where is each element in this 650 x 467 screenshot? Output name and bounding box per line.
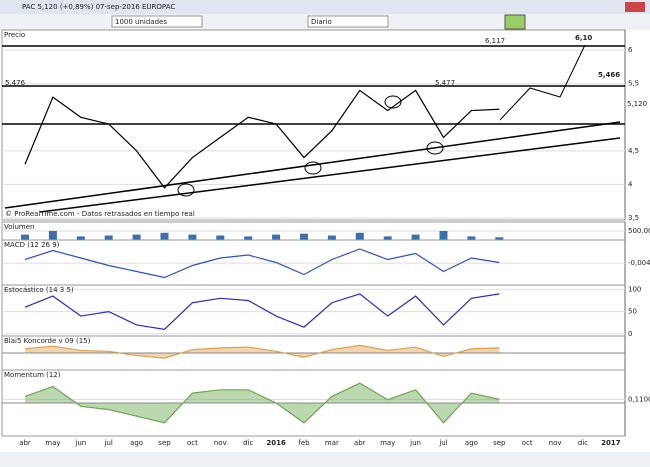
panel-title: Estocástico (14 3 5)	[4, 286, 74, 294]
panel-title: Precio	[4, 31, 25, 39]
trend-line	[4, 121, 621, 209]
x-tick-label: dic	[578, 439, 588, 447]
panel-title: MACD (12 26 9)	[4, 241, 60, 249]
x-tick-label: may	[380, 439, 395, 447]
status-bar	[0, 452, 650, 467]
x-tick-label: nov	[549, 439, 562, 447]
x-tick-label: abr	[19, 439, 31, 447]
series-line	[24, 382, 500, 424]
y-tick-label: 0,1100	[628, 395, 650, 403]
x-tick-label: 2017	[601, 439, 621, 447]
y-tick-label: 5,5	[628, 80, 639, 88]
volume-bar	[188, 234, 197, 240]
y-tick-label: 0	[628, 330, 632, 338]
x-tick-label: sep	[158, 439, 171, 447]
x-tick-label: mar	[325, 439, 339, 447]
panel-title: Blai5 Koncorde v 09 (15)	[4, 337, 91, 345]
y-tick-label: 4,5	[628, 147, 639, 155]
series-line	[24, 344, 500, 359]
volume-bar	[383, 236, 392, 240]
volume-bar	[411, 234, 420, 240]
chart-type-button[interactable]	[504, 14, 526, 30]
units-label: 1000 unidades	[115, 18, 167, 26]
y-tick-label: 3,5	[628, 214, 639, 222]
highlight-circle	[304, 161, 322, 175]
volume-bar	[104, 235, 113, 240]
y-tick-label: 6	[628, 46, 633, 54]
volume-bar	[355, 232, 364, 240]
annotation: 5,120	[627, 100, 647, 108]
volume-bar	[495, 237, 504, 240]
panel	[1, 29, 626, 221]
volume-bar	[48, 231, 57, 240]
highlight-circle	[177, 183, 195, 197]
volume-bar	[439, 231, 448, 240]
annotation: 6,10	[575, 34, 592, 42]
x-tick-label: jun	[409, 439, 421, 447]
x-tick-label: jul	[438, 439, 447, 447]
panel	[1, 284, 626, 337]
annotation: 5,466	[598, 71, 620, 79]
volume-bar	[160, 232, 169, 240]
highlight-circle	[384, 95, 402, 109]
volume-bar	[300, 233, 308, 240]
series-line	[24, 89, 500, 189]
close-button[interactable]	[625, 2, 645, 12]
x-tick-label: oct	[522, 439, 533, 447]
annotation: © ProRealTime.com - Datos retrasados en …	[5, 210, 195, 218]
panel	[1, 239, 626, 286]
volume-bar	[467, 236, 476, 240]
period-label: Diario	[311, 18, 332, 26]
series-line	[24, 248, 500, 279]
highlight-circle	[426, 141, 444, 155]
y-tick-label: -0,0042	[628, 259, 650, 267]
x-tick-label: oct	[187, 439, 198, 447]
volume-bar	[132, 234, 141, 240]
annotation: 5,476	[5, 79, 26, 87]
y-tick-label: 4	[628, 180, 633, 188]
window-title: PAC 5,120 (+0,89%) 07-sep-2016 EUROPAC	[22, 3, 175, 11]
volume-bar	[76, 236, 85, 240]
volume-bar	[216, 235, 225, 240]
units-select[interactable]	[111, 15, 203, 28]
annotation: 5,477	[435, 79, 455, 87]
x-tick-label: jul	[104, 439, 113, 447]
x-tick-label: abr	[354, 439, 366, 447]
y-tick-label: 100	[628, 285, 641, 293]
volume-bar	[21, 234, 29, 240]
x-tick-label: may	[45, 439, 60, 447]
annotation: 6,117	[485, 37, 505, 45]
area-fill	[25, 345, 500, 359]
x-tick-label: jun	[74, 439, 86, 447]
series-line	[24, 293, 500, 330]
trend-line	[39, 137, 621, 213]
panel-title: Volumen	[4, 223, 34, 231]
volume-bar	[272, 234, 281, 240]
x-tick-label: ago	[465, 439, 478, 447]
x-tick-label: nov	[214, 439, 227, 447]
x-tick-label: dic	[243, 439, 253, 447]
projection-arrow	[499, 44, 586, 121]
title-bar	[0, 0, 650, 14]
period-select[interactable]	[307, 15, 389, 28]
panel-title: Momentum (12)	[4, 371, 61, 379]
volume-bar	[244, 236, 253, 240]
volume-bar	[327, 235, 336, 240]
x-tick-label: sep	[493, 439, 506, 447]
x-tick-label: feb	[298, 439, 310, 447]
y-tick-label: 500.000	[628, 227, 650, 235]
x-tick-label: 2016	[266, 439, 286, 447]
y-tick-label: 50	[628, 308, 637, 316]
x-tick-label: ago	[130, 439, 143, 447]
